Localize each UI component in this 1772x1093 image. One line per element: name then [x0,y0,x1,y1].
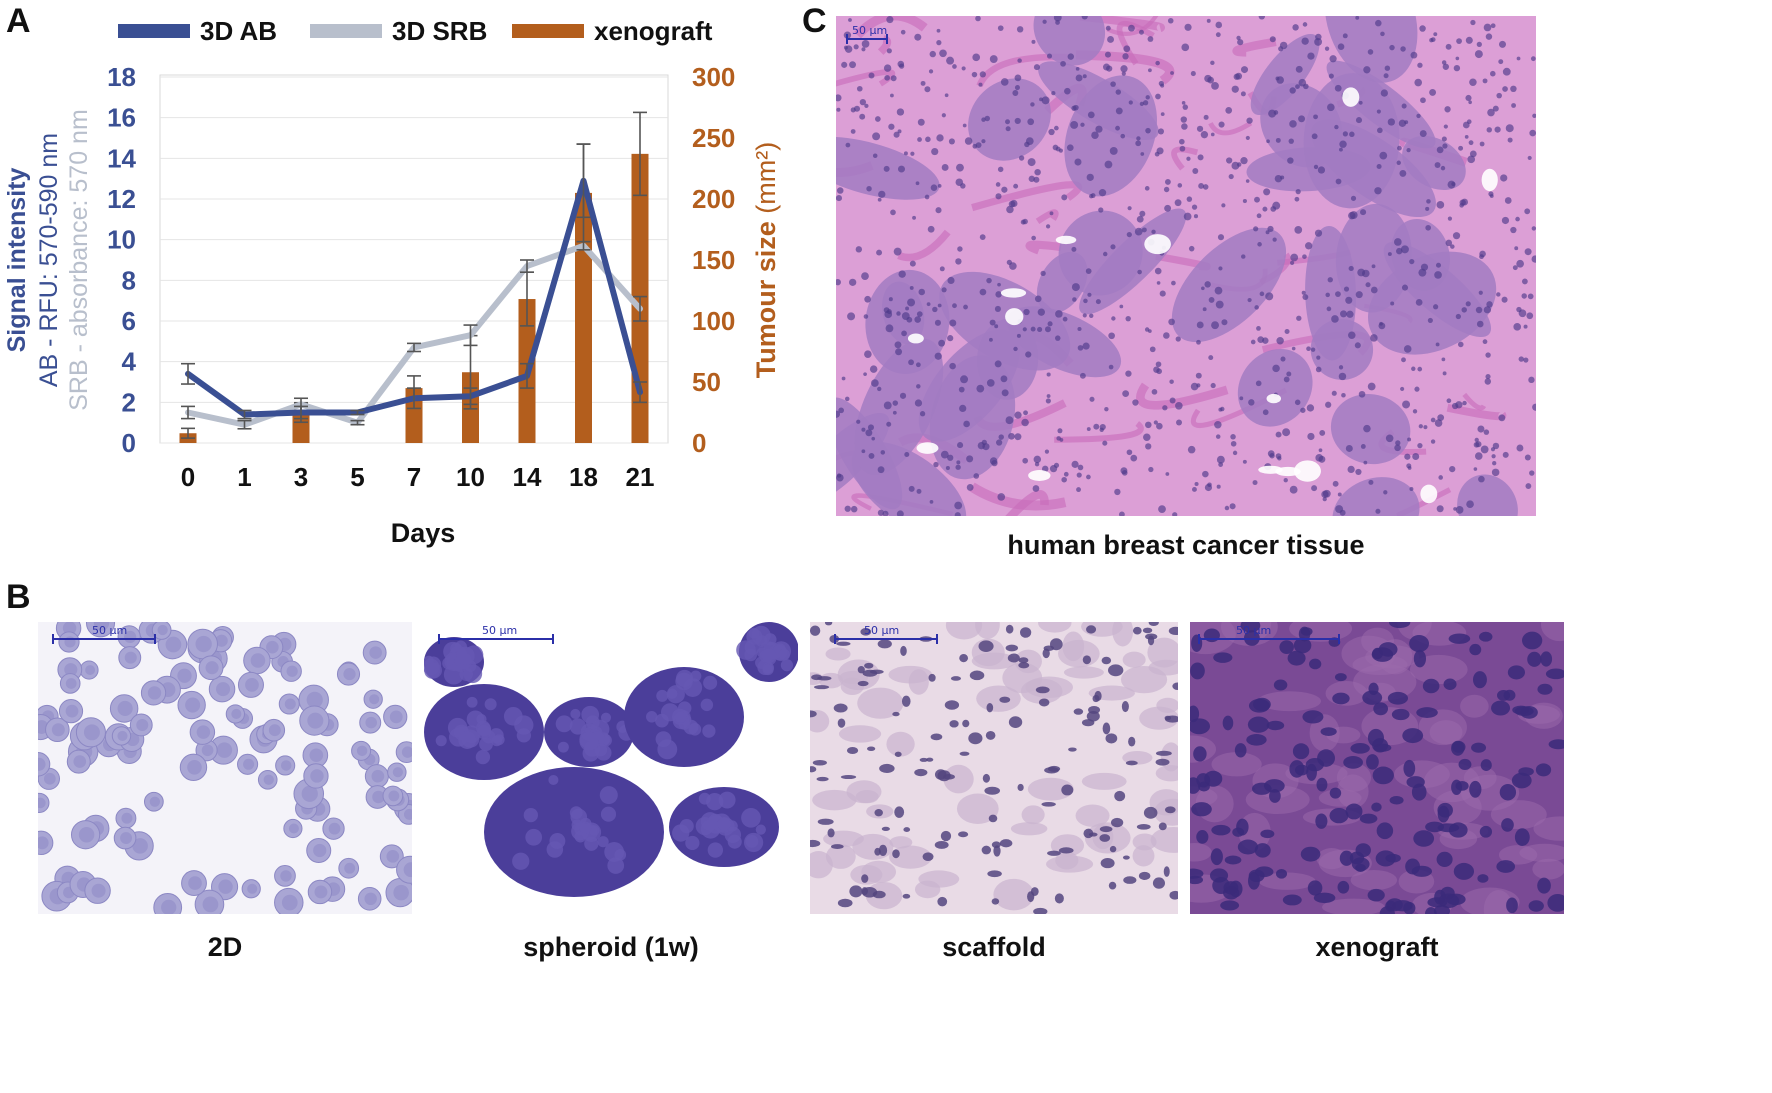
left-tick-label: 6 [122,306,136,336]
left-tick-label: 4 [122,347,137,377]
x-tick-label: 3 [294,462,308,492]
right-tick-label: 150 [692,245,735,275]
left-tick-label: 16 [107,103,136,133]
x-tick-label: 18 [569,462,598,492]
panel-letter-a: A [6,2,31,40]
legend-label: 3D SRB [392,16,487,46]
left-tick-label: 10 [107,225,136,255]
right-tick-label: 300 [692,62,735,92]
left-tick-label: 14 [107,143,136,173]
right-tick-label: 50 [692,367,721,397]
right-tick-label: 200 [692,184,735,214]
right-tick-label: 0 [692,428,706,458]
caption-2d: 2D [207,932,243,962]
right-axis-title-label: Tumour size [751,214,781,379]
right-tick-label: 100 [692,306,735,336]
legend-label: 3D AB [200,16,277,46]
left-tick-label: 18 [107,62,136,92]
right-axis-title-text: Tumour size (mm²) [751,142,781,379]
chart-legend: 3D AB 3D SRB xenograft [118,16,713,46]
scale-bar-label: 50 µm [864,624,900,637]
histology-image-human-tissue: 50 µm [836,16,1536,516]
legend-swatch [118,24,190,38]
right-axis-title: Tumour size (mm²) [751,142,781,379]
left-tick-label: 8 [122,265,136,295]
legend-label: xenograft [594,16,713,46]
legend-swatch [310,24,382,38]
left-axis-title-line: SRB - absorbance: 570 nm [65,109,93,411]
series-lines [181,143,647,430]
x-tick-label: 5 [350,462,364,492]
chart-axes: 0 2 4 6 8 10 12 14 16 18 0 50 100 150 200 250 300 0 1 3 5 7 10… [3,62,781,548]
micrograph-spheroid: 50 µm [424,622,798,914]
caption-spheroid: spheroid (1w) [523,932,699,962]
caption-scaffold: scaffold [942,932,1046,962]
panel-letter-c: C [802,2,827,40]
left-axis-title: SRB - absorbance: 570 nm [65,109,93,411]
left-axis-title: Signal intensity [3,168,31,353]
scale-bar-label: 50 µm [852,24,888,37]
x-tick-label: 10 [456,462,485,492]
left-axis-title-line: Signal intensity [3,168,31,353]
left-tick-label: 2 [122,387,136,417]
micrograph-2d: 50 µm [38,622,412,914]
right-tick-label: 250 [692,123,735,153]
x-axis-title: Days [391,518,456,548]
micrograph-scaffold: 50 µm [810,622,1178,914]
xenograft-bar [575,192,592,443]
x-tick-label: 1 [237,462,251,492]
scale-bar-label: 50 µm [92,624,128,637]
legend-swatch [512,24,584,38]
left-axis-title-line: AB - RFU: 570-590 nm [35,133,63,387]
x-tick-label: 21 [626,462,655,492]
scale-bar-label: 50 µm [482,624,518,637]
scale-bar-label: 50 µm [1236,624,1272,637]
x-tick-label: 7 [407,462,421,492]
caption-human-tissue: human breast cancer tissue [1007,530,1365,560]
xenograft-bar [292,412,310,443]
panel-letter-b: B [6,578,31,616]
left-tick-label: 0 [122,428,136,458]
x-tick-label: 14 [513,462,542,492]
right-axis-title-unit: (mm²) [751,142,781,214]
left-tick-label: 12 [107,184,136,214]
left-axis-title: AB - RFU: 570-590 nm [35,133,63,387]
x-tick-label: 0 [181,462,195,492]
combo-chart: 3D AB 3D SRB xenograft 0246810121416180501… [3,16,781,548]
micrograph-xenograft: 50 µm [1190,622,1564,914]
caption-xenograft: xenograft [1315,932,1439,962]
